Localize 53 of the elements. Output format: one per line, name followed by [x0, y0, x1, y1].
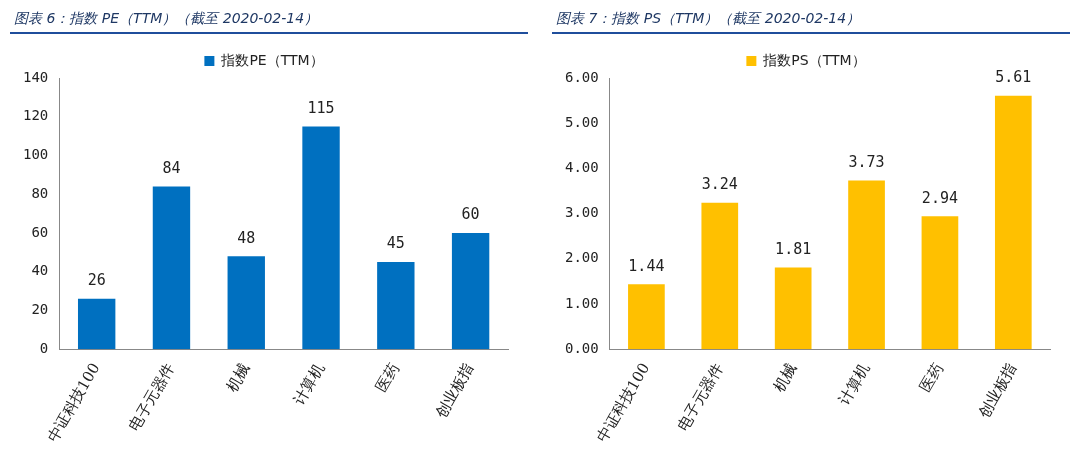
x-tick-label: 创业板指: [974, 359, 1021, 421]
legend-label: 指数PS（TTM）: [762, 51, 866, 68]
x-tick-label: 计算机: [835, 359, 874, 408]
data-label: 2.94: [921, 188, 958, 207]
y-tick-label: 20: [31, 301, 49, 318]
bar: [994, 95, 1032, 350]
y-tick-label: 100: [22, 146, 49, 163]
bar: [302, 126, 340, 350]
y-tick-label: 120: [22, 107, 49, 124]
y-tick-label: 40: [31, 262, 49, 279]
x-tick-label: 机械: [769, 359, 800, 395]
data-label: 48: [237, 228, 256, 247]
y-tick-label: 3.00: [565, 204, 599, 221]
data-label: 1.81: [775, 239, 812, 258]
bar: [848, 180, 885, 350]
y-tick-label: 0.00: [565, 339, 599, 356]
data-label: 5.61: [995, 68, 1032, 87]
x-tick-label: 计算机: [289, 359, 328, 408]
bar: [628, 284, 665, 350]
x-tick-label: 电子元器件: [125, 359, 179, 434]
bar: [227, 256, 265, 350]
y-tick-label: 80: [31, 184, 49, 201]
x-tick-label: 医药: [372, 359, 403, 395]
bar: [774, 267, 812, 350]
y-tick-label: 140: [22, 68, 49, 85]
legend-label: 指数PE（TTM）: [220, 51, 324, 68]
chart-title: 图表 7：指数 PS（TTM）（截至 2020-02-14）: [552, 8, 1070, 34]
bar: [451, 233, 490, 350]
y-tick-label: 6.00: [565, 68, 599, 85]
x-tick-label: 电子元器件: [673, 359, 727, 434]
data-label: 3.24: [701, 175, 738, 194]
data-label: 3.73: [848, 153, 885, 172]
data-label: 45: [386, 234, 405, 253]
x-tick-label: 创业板指: [431, 359, 478, 421]
y-tick-label: 2.00: [565, 249, 599, 266]
data-label: 84: [162, 158, 181, 177]
data-label: 60: [461, 205, 480, 224]
x-tick-label: 机械: [222, 359, 254, 395]
data-label: 26: [87, 271, 106, 290]
bar: [77, 298, 116, 350]
y-tick-label: 1.00: [565, 294, 599, 311]
y-tick-label: 5.00: [565, 113, 599, 130]
y-tick-label: 60: [31, 223, 49, 240]
y-tick-label: 4.00: [565, 159, 599, 176]
x-tick-label: 医药: [916, 359, 947, 395]
bar: [152, 186, 191, 350]
y-tick-label: 0: [39, 339, 49, 356]
data-label: 115: [307, 98, 335, 117]
chart-title: 图表 6：指数 PE（TTM）（截至 2020-02-14）: [10, 8, 528, 34]
bar: [377, 262, 415, 350]
bar: [921, 216, 959, 350]
bar: [701, 202, 739, 350]
data-label: 1.44: [628, 256, 665, 275]
